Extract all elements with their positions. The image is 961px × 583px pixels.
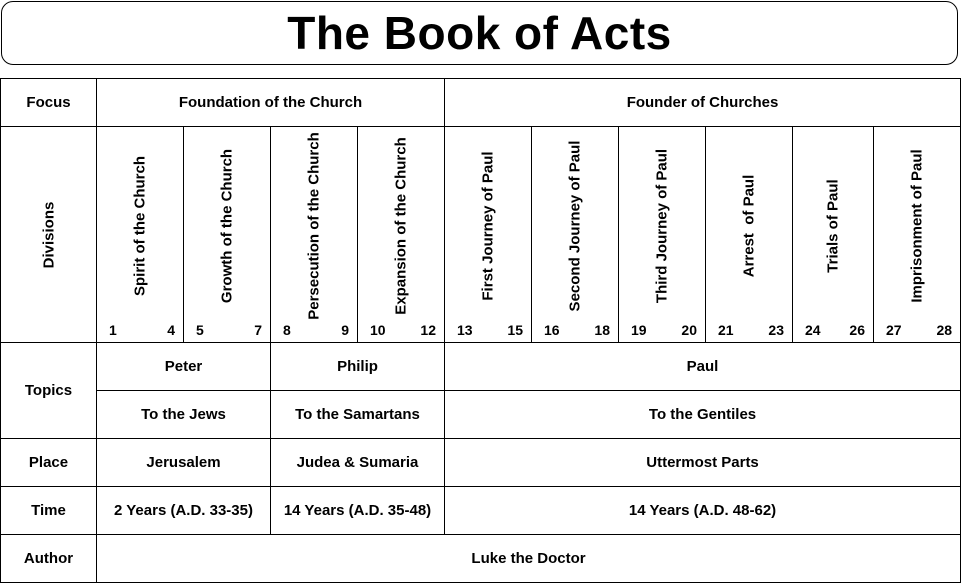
place-jerusalem: Jerusalem	[96, 438, 271, 487]
division-start: 5	[196, 322, 204, 338]
division-start: 8	[283, 322, 291, 338]
time-peter: 2 Years (A.D. 33-35)	[96, 486, 271, 535]
division-start: 13	[457, 322, 473, 338]
focus-foundation: Foundation of the Church	[96, 78, 445, 127]
division-cell: First Journey of Paul 13 15	[444, 126, 532, 343]
division-cell: Trials of Paul 24 26	[792, 126, 874, 343]
division-name: Arrest of Paul	[740, 174, 758, 277]
division-end: 28	[936, 322, 953, 338]
focus-row: Focus Foundation of the Church Founder o…	[0, 78, 961, 127]
division-end: 26	[849, 322, 865, 338]
divisions-label-cell: Divisions	[0, 126, 97, 343]
focus-label: Focus	[0, 78, 97, 127]
divisions-label: Divisions	[40, 201, 57, 268]
division-cell: Growth of the Church 5 7	[183, 126, 271, 343]
division-name: Imprisonment of Paul	[908, 148, 926, 303]
topic-peter: Peter	[96, 342, 271, 391]
page-title: The Book of Acts	[287, 7, 672, 59]
topics-people-row: Topics Peter Philip Paul	[0, 342, 961, 439]
division-name: Persecution of the Church	[305, 131, 323, 320]
division-end: 23	[768, 322, 784, 338]
division-name: Second Journey of Paul	[566, 140, 584, 311]
audience-jews: To the Jews	[96, 390, 271, 439]
time-philip: 14 Years (A.D. 35-48)	[270, 486, 445, 535]
division-start: 1	[109, 322, 117, 338]
division-end: 7	[254, 322, 262, 338]
division-cell: Persecution of the Church 8 9	[270, 126, 358, 343]
division-end: 20	[681, 322, 697, 338]
division-end: 12	[420, 322, 436, 338]
focus-founder: Founder of Churches	[443, 78, 961, 127]
division-cell: Spirit of the Church 1 4	[96, 126, 184, 343]
division-cell: Third Journey of Paul 19 20	[618, 126, 706, 343]
division-name: Trials of Paul	[824, 178, 842, 273]
time-label: Time	[0, 486, 97, 535]
author-row: Author Luke the Doctor	[0, 534, 961, 583]
division-end: 4	[167, 322, 175, 338]
author-value: Luke the Doctor	[95, 534, 961, 583]
place-label: Place	[0, 438, 97, 487]
time-row: Time 2 Years (A.D. 33-35) 14 Years (A.D.…	[0, 486, 961, 535]
division-start: 10	[370, 322, 386, 338]
division-end: 15	[507, 322, 523, 338]
topics-label: Topics	[0, 342, 97, 439]
division-start: 27	[886, 322, 902, 338]
acts-chart-table: Focus Foundation of the Church Founder o…	[0, 78, 961, 583]
division-start: 24	[805, 322, 821, 338]
division-name: Growth of the Church	[218, 148, 236, 303]
division-start: 19	[631, 322, 647, 338]
division-end: 18	[594, 322, 610, 338]
topics-audience-row: To the Jews To the Samartans To the Gent…	[1, 390, 961, 439]
division-start: 16	[544, 322, 560, 338]
place-uttermost: Uttermost Parts	[443, 438, 961, 487]
place-row: Place Jerusalem Judea & Sumaria Uttermos…	[0, 438, 961, 487]
division-end: 9	[341, 322, 349, 338]
division-name: Third Journey of Paul	[653, 148, 671, 303]
division-cell: Imprisonment of Paul 27 28	[872, 126, 961, 343]
division-name: Spirit of the Church	[131, 155, 149, 296]
audience-gentiles: To the Gentiles	[443, 390, 961, 439]
title-banner: The Book of Acts	[1, 1, 958, 65]
division-cell: Arrest of Paul 21 23	[705, 126, 793, 343]
division-name: First Journey of Paul	[479, 150, 497, 301]
division-name: Expansion of the Church	[392, 136, 410, 315]
division-start: 21	[718, 322, 734, 338]
divisions-row: Divisions Spirit of the Church 1 4 Growt…	[0, 126, 961, 343]
division-cell: Second Journey of Paul 16 18	[531, 126, 619, 343]
audience-samaritans: To the Samartans	[270, 390, 445, 439]
topic-paul: Paul	[443, 342, 961, 391]
place-judea: Judea & Sumaria	[270, 438, 445, 487]
division-cell: Expansion of the Church 10 12	[357, 126, 445, 343]
time-paul: 14 Years (A.D. 48-62)	[443, 486, 961, 535]
author-label: Author	[0, 534, 97, 583]
topic-philip: Philip	[270, 342, 445, 391]
